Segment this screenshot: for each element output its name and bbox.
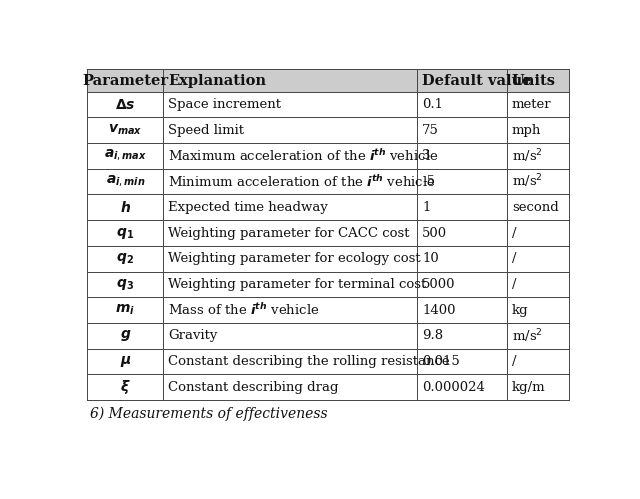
Text: $\boldsymbol{q}_{\mathbf{2}}$: $\boldsymbol{q}_{\mathbf{2}}$ — [116, 251, 134, 266]
Text: 0.015: 0.015 — [422, 355, 460, 368]
Text: 0.1: 0.1 — [422, 98, 443, 111]
Text: -5: -5 — [422, 175, 435, 188]
Text: 5000: 5000 — [422, 278, 456, 291]
Text: Default value: Default value — [422, 74, 532, 88]
Text: Maximum acceleration of the $\boldsymbol{i}^{\boldsymbol{th}}$ vehicle: Maximum acceleration of the $\boldsymbol… — [168, 148, 439, 164]
Text: $\boldsymbol{g}$: $\boldsymbol{g}$ — [120, 328, 131, 343]
Text: $\boldsymbol{q}_{\mathbf{3}}$: $\boldsymbol{q}_{\mathbf{3}}$ — [116, 277, 134, 292]
Text: 1: 1 — [422, 201, 430, 214]
Text: 10: 10 — [422, 252, 438, 265]
Text: Gravity: Gravity — [168, 329, 218, 342]
Text: $\boldsymbol{\mu}$: $\boldsymbol{\mu}$ — [120, 354, 131, 369]
Text: m/s$^{2}$: m/s$^{2}$ — [512, 147, 543, 165]
Text: 500: 500 — [422, 227, 447, 240]
Text: mph: mph — [512, 124, 541, 137]
Text: $\boldsymbol{v}_{\boldsymbol{max}}$: $\boldsymbol{v}_{\boldsymbol{max}}$ — [108, 123, 143, 138]
Text: $\boldsymbol{\xi}$: $\boldsymbol{\xi}$ — [120, 378, 131, 396]
Text: $\boldsymbol{a}_{\boldsymbol{i,min}}$: $\boldsymbol{a}_{\boldsymbol{i,min}}$ — [106, 174, 145, 189]
Text: Space increment: Space increment — [168, 98, 282, 111]
Text: Minimum acceleration of the $\boldsymbol{i}^{\boldsymbol{th}}$ vehicle: Minimum acceleration of the $\boldsymbol… — [168, 174, 436, 190]
Text: 1400: 1400 — [422, 303, 456, 316]
Bar — [88, 69, 568, 92]
Text: kg/m: kg/m — [512, 381, 545, 394]
Text: m/s$^{2}$: m/s$^{2}$ — [512, 327, 543, 344]
Text: /: / — [512, 227, 516, 240]
Text: Weighting parameter for ecology cost: Weighting parameter for ecology cost — [168, 252, 421, 265]
Text: $\boldsymbol{a}_{\boldsymbol{i,max}}$: $\boldsymbol{a}_{\boldsymbol{i,max}}$ — [104, 149, 147, 164]
Text: Weighting parameter for CACC cost: Weighting parameter for CACC cost — [168, 227, 410, 240]
Text: 0.000024: 0.000024 — [422, 381, 485, 394]
Text: Constant describing the rolling resistance: Constant describing the rolling resistan… — [168, 355, 450, 368]
Text: /: / — [512, 355, 516, 368]
Text: 6) Measurements of effectiveness: 6) Measurements of effectiveness — [90, 406, 328, 421]
Text: 9.8: 9.8 — [422, 329, 443, 342]
Text: meter: meter — [512, 98, 552, 111]
Text: Expected time headway: Expected time headway — [168, 201, 328, 214]
Text: second: second — [512, 201, 559, 214]
Text: 75: 75 — [422, 124, 439, 137]
Text: Units: Units — [512, 74, 556, 88]
Text: $\boldsymbol{q}_{\mathbf{1}}$: $\boldsymbol{q}_{\mathbf{1}}$ — [116, 226, 134, 241]
Text: $\boldsymbol{m}_{\boldsymbol{i}}$: $\boldsymbol{m}_{\boldsymbol{i}}$ — [115, 303, 136, 317]
Text: kg: kg — [512, 303, 529, 316]
Text: Parameter: Parameter — [83, 74, 168, 88]
Text: Speed limit: Speed limit — [168, 124, 244, 137]
Text: Weighting parameter for terminal cost: Weighting parameter for terminal cost — [168, 278, 427, 291]
Text: Mass of the $\boldsymbol{i}^{\boldsymbol{th}}$ vehicle: Mass of the $\boldsymbol{i}^{\boldsymbol… — [168, 302, 320, 318]
Text: Constant describing drag: Constant describing drag — [168, 381, 339, 394]
Text: Explanation: Explanation — [168, 74, 266, 88]
Text: $\boldsymbol{h}$: $\boldsymbol{h}$ — [120, 200, 131, 215]
Text: /: / — [512, 278, 516, 291]
Text: m/s$^{2}$: m/s$^{2}$ — [512, 173, 543, 191]
Text: $\mathbf{\Delta}\boldsymbol{s}$: $\mathbf{\Delta}\boldsymbol{s}$ — [115, 98, 136, 112]
Text: /: / — [512, 252, 516, 265]
Text: 3: 3 — [422, 150, 431, 163]
